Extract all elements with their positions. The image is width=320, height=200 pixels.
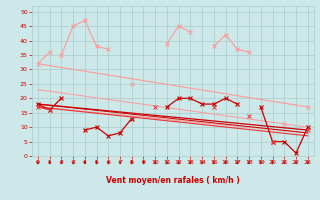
X-axis label: Vent moyen/en rafales ( km/h ): Vent moyen/en rafales ( km/h ) bbox=[106, 176, 240, 185]
